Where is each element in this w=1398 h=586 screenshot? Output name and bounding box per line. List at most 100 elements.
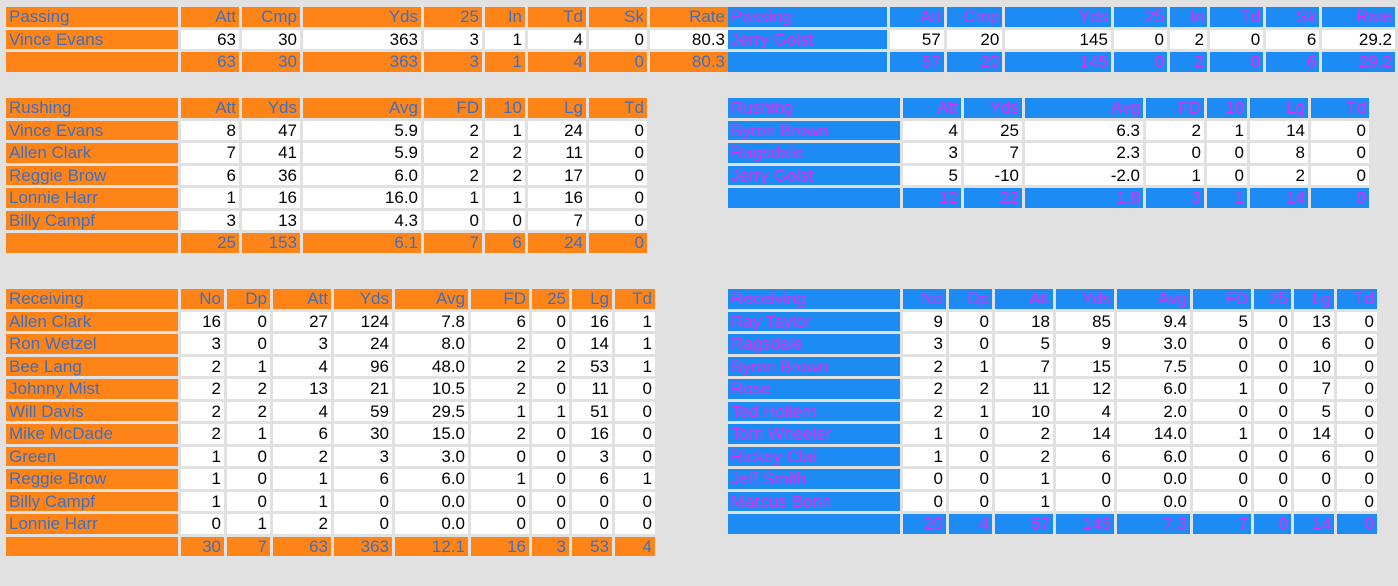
stat-cell: 3: [903, 143, 961, 163]
stat-cell: 5: [1294, 401, 1334, 421]
player-row: Ragsdale 3 0 5 9 3.0 0 0 6 0: [728, 334, 1377, 354]
total-cell: 7.3: [1117, 514, 1190, 534]
column-header: Lg: [1294, 289, 1334, 309]
stat-cell: 2: [181, 424, 224, 444]
stat-cell: 0: [1337, 469, 1377, 489]
stat-cell: 0: [1337, 334, 1377, 354]
player-name: Reggie Brow: [6, 469, 178, 489]
stat-cell: 63: [181, 29, 239, 49]
column-header: Cmp: [242, 7, 300, 27]
header-row: Passing Att Cmp Yds 25 In Td Sk Rate: [6, 7, 728, 27]
column-header: Avg: [1117, 289, 1190, 309]
stat-cell: 1: [485, 120, 525, 140]
section-title: Rushing: [6, 98, 178, 118]
total-cell: 29.2: [1322, 52, 1395, 72]
player-row: Bee Lang 2 1 4 96 48.0 2 2 53 1: [6, 356, 655, 376]
stat-cell: 8.0: [395, 334, 468, 354]
player-name: Reggie Brow: [6, 165, 178, 185]
stat-cell: 0: [1337, 491, 1377, 511]
stat-cell: 7: [1294, 379, 1334, 399]
stat-cell: 2: [181, 401, 224, 421]
column-header: Att: [181, 7, 239, 27]
player-name: Byron Brown: [728, 120, 900, 140]
player-name: Vince Evans: [6, 120, 178, 140]
stat-cell: 59: [334, 401, 392, 421]
stat-cell: 1: [1207, 120, 1247, 140]
header-row: Passing Att Cmp Yds 25 In Td Sk Rate: [728, 7, 1395, 27]
stat-cell: 9: [903, 311, 946, 331]
stat-cell: 24: [528, 120, 586, 140]
section-title: Receiving: [728, 289, 900, 309]
stat-cell: 0: [615, 491, 655, 511]
total-row: 25 153 6.1 7 6 24 0: [6, 233, 647, 253]
stat-cell: 14.0: [1117, 424, 1190, 444]
stat-cell: 0: [1193, 334, 1251, 354]
total-label-cell: [6, 233, 178, 253]
player-name: Mike McDade: [6, 424, 178, 444]
stat-cell: 0: [471, 491, 529, 511]
total-row: 57 20 145 0 2 0 6 29.2: [728, 52, 1395, 72]
stat-cell: 7: [528, 210, 586, 230]
stat-cell: 2: [485, 143, 525, 163]
column-header: Yds: [964, 98, 1022, 118]
total-label-cell: [728, 188, 900, 208]
total-cell: 3: [1146, 188, 1204, 208]
stat-cell: 30: [242, 29, 300, 49]
player-name: Allen Clark: [6, 311, 178, 331]
stat-cell: 0: [227, 469, 270, 489]
stat-cell: 7.8: [395, 311, 468, 331]
stat-cell: 11: [572, 379, 612, 399]
stat-cell: 5.9: [303, 120, 421, 140]
stat-cell: 0: [227, 311, 270, 331]
stat-cell: 0: [1337, 356, 1377, 376]
player-row: Billy Campf 1 0 1 0 0.0 0 0 0 0: [6, 491, 655, 511]
stat-cell: 0.0: [395, 514, 468, 534]
stat-cell: 0: [589, 120, 647, 140]
stat-cell: 124: [334, 311, 392, 331]
stat-cell: 4.3: [303, 210, 421, 230]
stat-cell: 5: [903, 165, 961, 185]
column-header: Att: [890, 7, 944, 27]
player-name: Lonnie Harr: [6, 188, 178, 208]
stat-cell: 4: [528, 29, 586, 49]
player-name: Ragsdale: [728, 334, 900, 354]
stat-cell: 29.5: [395, 401, 468, 421]
stat-cell: 2: [424, 120, 482, 140]
stat-cell: 0: [1311, 120, 1369, 140]
column-header: Td: [615, 289, 655, 309]
stat-cell: 20: [946, 29, 1003, 49]
stat-cell: 96: [334, 356, 392, 376]
section-title: Passing: [6, 7, 178, 27]
total-cell: 14: [1250, 188, 1308, 208]
total-cell: 1: [485, 52, 525, 72]
total-cell: 0: [1254, 514, 1291, 534]
total-cell: 0: [1337, 514, 1377, 534]
stat-cell: 2: [273, 514, 331, 534]
stat-cell: 6: [273, 424, 331, 444]
stat-cell: 2: [903, 356, 946, 376]
player-row: Allen Clark 16 0 27 124 7.8 6 0 16 1: [6, 311, 655, 331]
column-header: Att: [181, 98, 239, 118]
total-cell: 12.1: [395, 536, 468, 556]
header-row: Rushing Att Yds Avg FD 10 Lg Td: [728, 98, 1369, 118]
stat-cell: 2: [949, 379, 992, 399]
column-header: Avg: [303, 98, 421, 118]
player-name: Jerry Golst: [728, 165, 900, 185]
stat-cell: 7.5: [1117, 356, 1190, 376]
stat-cell: 14: [1056, 424, 1114, 444]
player-row: Byron Brown 2 1 7 15 7.5 0 0 10 0: [728, 356, 1377, 376]
total-cell: 7: [424, 233, 482, 253]
stat-cell: 27: [273, 311, 331, 331]
stat-cell: 2: [471, 379, 529, 399]
stat-cell: 0: [1311, 165, 1369, 185]
stat-cell: 1: [615, 469, 655, 489]
stat-cell: 4: [1056, 401, 1114, 421]
stat-cell: 10: [995, 401, 1053, 421]
stat-cell: 0.0: [395, 491, 468, 511]
column-header: Lg: [572, 289, 612, 309]
stat-cell: 1: [1193, 379, 1251, 399]
stat-cell: 2: [995, 446, 1053, 466]
stat-cell: 0: [615, 379, 655, 399]
stat-cell: 1: [471, 401, 529, 421]
stat-cell: 51: [572, 401, 612, 421]
